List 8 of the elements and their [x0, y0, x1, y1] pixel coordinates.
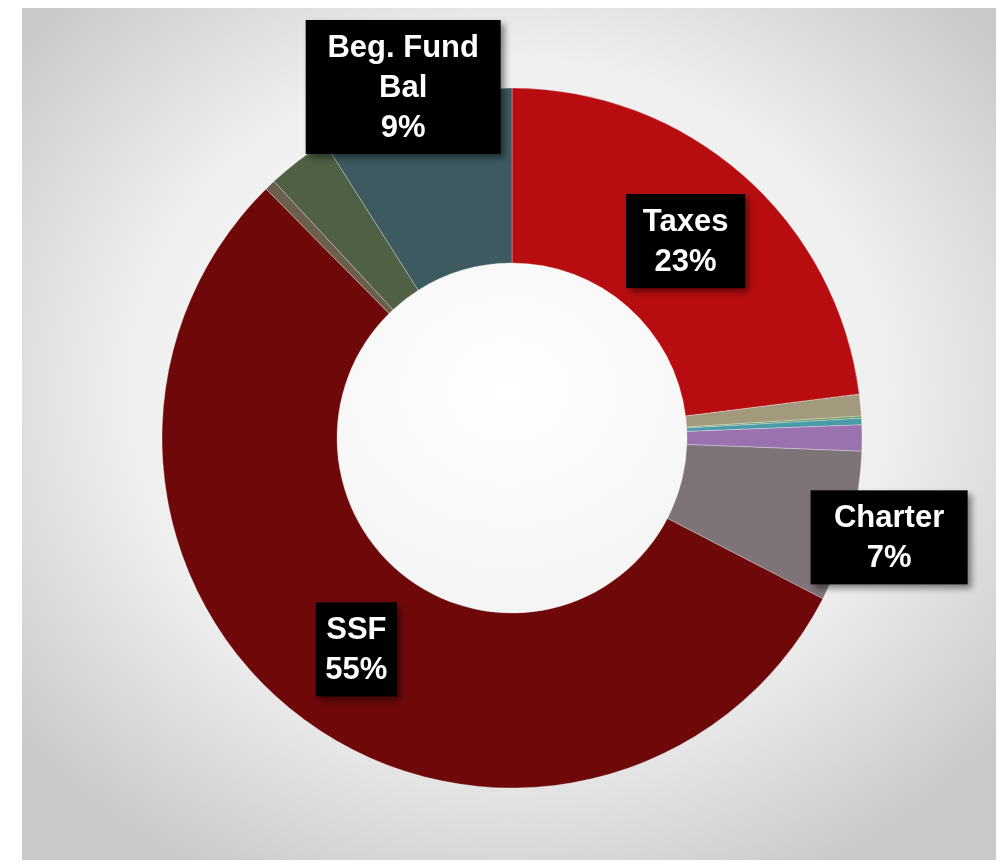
slice-label: Beg. Fund Bal: [327, 29, 479, 104]
data-label: 9%: [380, 109, 426, 144]
data-label: 23%: [654, 243, 717, 279]
data-label: 7%: [866, 539, 912, 575]
slice-label: SSF: [326, 611, 387, 647]
data-label: 55%: [325, 651, 388, 687]
slice-label: Charter: [834, 499, 945, 535]
slice-label: Taxes: [642, 203, 729, 239]
